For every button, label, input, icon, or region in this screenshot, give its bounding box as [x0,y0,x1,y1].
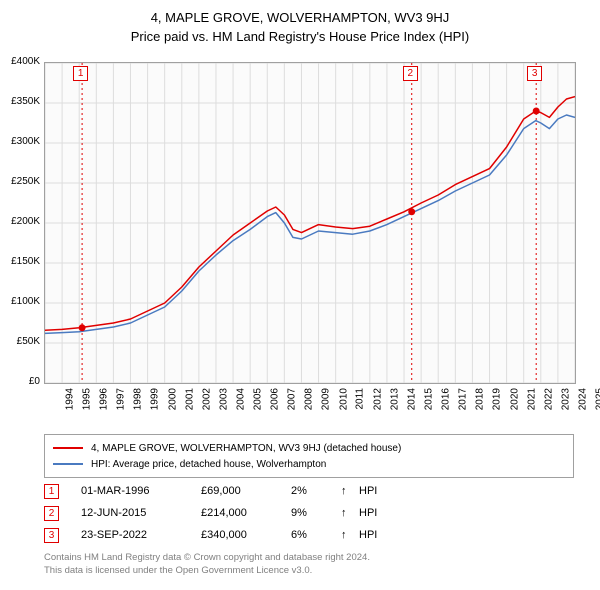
x-tick-label: 2015 [423,388,434,410]
x-tick-label: 2009 [321,388,332,410]
legend-label-hpi: HPI: Average price, detached house, Wolv… [91,459,326,470]
x-tick-label: 2011 [354,388,365,410]
y-tick-label: £150K [0,256,40,267]
legend-row-hpi: HPI: Average price, detached house, Wolv… [53,456,565,472]
x-tick-label: 1994 [64,388,75,410]
up-arrow-icon: ↑ [341,485,359,497]
sale-date: 01-MAR-1996 [81,485,201,497]
y-tick-label: £300K [0,136,40,147]
x-tick-label: 2013 [389,388,400,410]
x-tick-label: 2008 [304,388,315,410]
x-tick-label: 2003 [218,388,229,410]
legend-swatch-price [53,447,83,449]
x-tick-label: 2023 [560,388,571,410]
sale-row: 3 23-SEP-2022£340,0006%↑HPI [44,524,377,546]
x-tick-label: 2022 [543,388,554,410]
x-tick-label: 2005 [252,388,263,410]
sale-marker-2: 2 [403,66,418,81]
y-tick-label: £400K [0,56,40,67]
attribution-footer: Contains HM Land Registry data © Crown c… [44,552,370,578]
sale-price: £340,000 [201,529,291,541]
x-tick-label: 2021 [526,388,537,410]
x-tick-label: 2000 [167,388,178,410]
sale-marker-3: 3 [527,66,542,81]
up-arrow-icon: ↑ [341,507,359,519]
x-tick-label: 2012 [372,388,383,410]
x-tick-label: 2004 [235,388,246,410]
x-tick-label: 2007 [287,388,298,410]
footer-line-2: This data is licensed under the Open Gov… [44,565,370,578]
sale-row-marker: 3 [44,528,59,543]
footer-line-1: Contains HM Land Registry data © Crown c… [44,552,370,565]
x-tick-label: 1999 [150,388,161,410]
sale-row-marker: 1 [44,484,59,499]
legend-row-price: 4, MAPLE GROVE, WOLVERHAMPTON, WV3 9HJ (… [53,440,565,456]
legend-swatch-hpi [53,463,83,465]
x-tick-label: 2001 [184,388,195,410]
y-tick-label: £350K [0,96,40,107]
y-tick-label: £200K [0,216,40,227]
sale-pct: 9% [291,507,341,519]
plot-area [44,62,576,384]
line-chart-svg [45,63,575,383]
sale-row-marker: 2 [44,506,59,521]
x-tick-label: 1997 [116,388,127,410]
sale-price: £214,000 [201,507,291,519]
x-tick-label: 2002 [201,388,212,410]
legend-label-price: 4, MAPLE GROVE, WOLVERHAMPTON, WV3 9HJ (… [91,443,401,454]
x-tick-label: 2024 [577,388,588,410]
x-tick-label: 2014 [406,388,417,410]
sale-date: 23-SEP-2022 [81,529,201,541]
sale-row: 2 12-JUN-2015£214,0009%↑HPI [44,502,377,524]
y-tick-label: £250K [0,176,40,187]
x-tick-label: 2017 [457,388,468,410]
x-tick-label: 2016 [440,388,451,410]
sale-pct: 6% [291,529,341,541]
x-tick-label: 2025 [594,388,600,410]
sale-row: 1 01-MAR-1996£69,0002%↑HPI [44,480,377,502]
x-tick-label: 2018 [475,388,486,410]
x-tick-label: 2010 [338,388,349,410]
sales-table: 101-MAR-1996£69,0002%↑HPI212-JUN-2015£21… [44,480,377,546]
sale-price: £69,000 [201,485,291,497]
x-tick-label: 1995 [81,388,92,410]
sale-pct: 2% [291,485,341,497]
sale-marker-1: 1 [73,66,88,81]
chart-container: 4, MAPLE GROVE, WOLVERHAMPTON, WV3 9HJ P… [0,0,600,590]
y-tick-label: £0 [0,376,40,387]
chart-title: 4, MAPLE GROVE, WOLVERHAMPTON, WV3 9HJ [0,0,600,25]
sale-ref: HPI [359,507,377,519]
x-tick-label: 2019 [492,388,503,410]
up-arrow-icon: ↑ [341,529,359,541]
y-tick-label: £50K [0,336,40,347]
sale-ref: HPI [359,485,377,497]
x-tick-label: 2006 [269,388,280,410]
sale-date: 12-JUN-2015 [81,507,201,519]
sale-ref: HPI [359,529,377,541]
x-tick-label: 1998 [133,388,144,410]
x-tick-label: 2020 [509,388,520,410]
chart-subtitle: Price paid vs. HM Land Registry's House … [0,25,600,52]
y-tick-label: £100K [0,296,40,307]
legend: 4, MAPLE GROVE, WOLVERHAMPTON, WV3 9HJ (… [44,434,574,478]
x-tick-label: 1996 [98,388,109,410]
